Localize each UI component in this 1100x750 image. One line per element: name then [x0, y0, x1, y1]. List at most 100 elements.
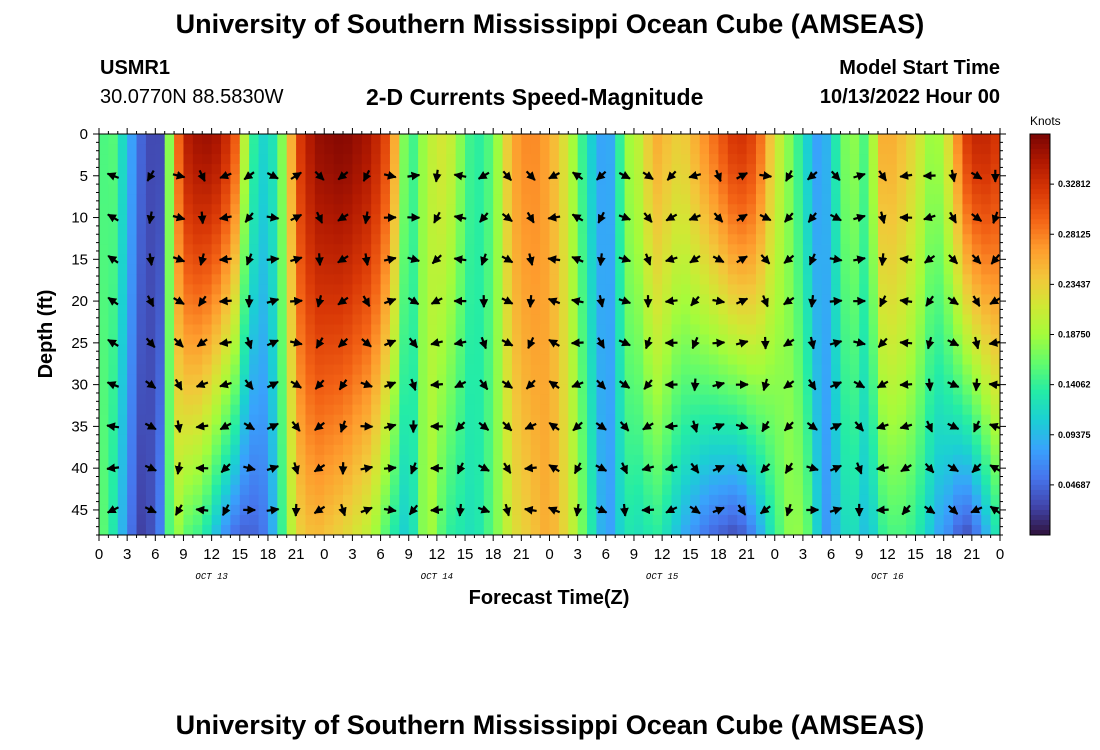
- heatmap-cell: [699, 144, 710, 155]
- heatmap-cell: [953, 354, 964, 366]
- heatmap-cell: [530, 234, 541, 245]
- heatmap-cell: [662, 324, 673, 336]
- heatmap-cell: [709, 514, 720, 526]
- heatmap-cell: [352, 144, 363, 155]
- heatmap-cell: [221, 474, 231, 486]
- heatmap-cell: [202, 474, 213, 486]
- heatmap-cell: [915, 164, 926, 175]
- current-vector: [988, 338, 1000, 347]
- heatmap-cell: [305, 364, 316, 376]
- heatmap-cell: [389, 384, 400, 396]
- heatmap-cell: [802, 254, 813, 265]
- heatmap-cell: [718, 244, 729, 255]
- heatmap-cell: [699, 154, 710, 165]
- heatmap-cell: [286, 194, 297, 205]
- heatmap-cell: [990, 144, 1000, 155]
- heatmap-cell: [127, 334, 138, 346]
- heatmap-cell: [877, 304, 888, 316]
- heatmap-cell: [887, 314, 898, 326]
- current-vector: [313, 463, 326, 473]
- heatmap-cell: [990, 194, 1000, 205]
- x-tick-label: 6: [602, 546, 610, 563]
- heatmap-cell: [530, 254, 541, 265]
- heatmap-cell: [699, 234, 710, 245]
- heatmap-cell: [436, 264, 447, 275]
- current-vector: [759, 505, 771, 515]
- current-vector: [596, 294, 605, 308]
- heatmap-cell: [774, 364, 785, 376]
- heatmap-cell: [746, 264, 757, 275]
- current-vector: [430, 505, 443, 515]
- heatmap-cell: [709, 474, 720, 486]
- heatmap-cell: [183, 514, 194, 526]
- heatmap-cell: [296, 344, 307, 356]
- heatmap-cell: [399, 204, 410, 215]
- current-vector: [947, 463, 959, 473]
- heatmap-cell: [981, 404, 992, 416]
- heatmap-cell: [793, 144, 804, 155]
- heatmap-cell: [652, 494, 663, 506]
- heatmap-cell: [99, 304, 109, 316]
- heatmap-cell: [727, 144, 738, 155]
- heatmap-cell: [577, 374, 588, 386]
- heatmap-cell: [662, 144, 673, 155]
- heatmap-cell: [727, 344, 738, 356]
- heatmap-cell: [324, 134, 335, 145]
- heatmap-cell: [915, 434, 926, 446]
- heatmap-cell: [211, 134, 222, 145]
- heatmap-cell: [727, 434, 738, 446]
- heatmap-cell: [352, 444, 363, 456]
- heatmap-cell: [831, 414, 842, 426]
- current-vector: [456, 503, 465, 517]
- heatmap-cell: [483, 384, 494, 396]
- heatmap-cell: [117, 254, 128, 265]
- heatmap-cell: [953, 194, 964, 205]
- heatmap-cell: [868, 314, 879, 326]
- heatmap-cell: [211, 434, 222, 446]
- heatmap-cell: [699, 194, 710, 205]
- heatmap-cell: [906, 224, 917, 235]
- heatmap-cell: [521, 234, 532, 245]
- heatmap-cell: [699, 444, 710, 456]
- heatmap-cell: [549, 374, 560, 386]
- heatmap-cell: [230, 194, 241, 205]
- colorbar-segment: [1030, 359, 1050, 366]
- heatmap-cell: [324, 334, 335, 346]
- heatmap-cell: [934, 264, 945, 275]
- heatmap-cell: [511, 194, 522, 205]
- heatmap-cell: [615, 324, 626, 336]
- heatmap-cell: [530, 154, 541, 165]
- heatmap-cell: [849, 264, 860, 275]
- heatmap-cell: [906, 204, 917, 215]
- heatmap-cell: [868, 224, 879, 235]
- heatmap-cell: [680, 164, 691, 175]
- current-vector: [878, 253, 888, 267]
- heatmap-cell: [990, 454, 1000, 466]
- heatmap-cell: [924, 224, 935, 235]
- heatmap-cell: [643, 344, 654, 356]
- heatmap-cell: [314, 324, 325, 336]
- heatmap-cell: [305, 294, 316, 306]
- heatmap-cell: [868, 164, 879, 175]
- heatmap-cell: [868, 374, 879, 386]
- heatmap-cell: [399, 294, 410, 306]
- heatmap-cell: [493, 394, 504, 406]
- heatmap-cell: [408, 154, 419, 165]
- heatmap-cell: [831, 454, 842, 466]
- heatmap-cell: [117, 404, 128, 416]
- heatmap-cell: [915, 484, 926, 496]
- heatmap-cell: [915, 234, 926, 245]
- heatmap-cell: [812, 494, 823, 506]
- heatmap-cell: [793, 184, 804, 195]
- heatmap-cell: [558, 164, 569, 175]
- heatmap-cell: [802, 404, 813, 416]
- heatmap-cell: [427, 374, 438, 386]
- heatmap-cell: [127, 194, 138, 205]
- heatmap-cell: [427, 284, 438, 296]
- heatmap-cell: [596, 494, 607, 506]
- heatmap-cell: [277, 434, 288, 446]
- heatmap-cell: [615, 214, 626, 225]
- heatmap-cell: [314, 494, 325, 506]
- heatmap-cell: [737, 454, 748, 466]
- heatmap-cell: [258, 374, 269, 386]
